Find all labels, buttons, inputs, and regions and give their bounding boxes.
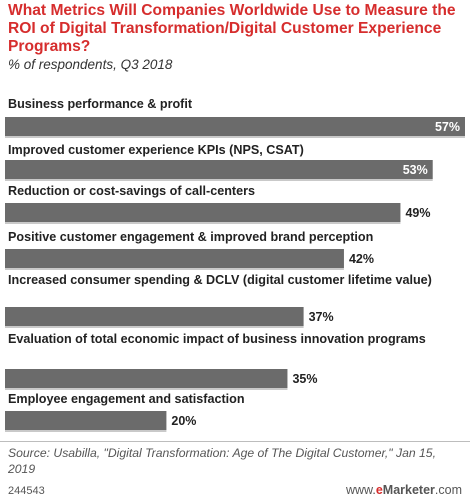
bar: [5, 369, 288, 388]
chart-subtitle: % of respondents, Q3 2018: [8, 57, 173, 72]
bar-shadow: [5, 179, 433, 181]
bar-value-label: 57%: [435, 120, 460, 134]
bar-value-label: 37%: [309, 310, 334, 324]
bar-value-label: 49%: [405, 206, 430, 220]
category-label: Employee engagement and satisfaction: [8, 392, 245, 406]
category-label: Positive customer engagement & improved …: [8, 230, 374, 244]
bar-shadow: [5, 430, 167, 432]
brand-prefix: www.: [345, 483, 376, 497]
category-label: Evaluation of total economic impact of b…: [8, 332, 426, 346]
footer-divider: [0, 441, 470, 442]
brand-e: e: [375, 483, 383, 497]
bar: [5, 307, 304, 326]
bar: [5, 203, 401, 222]
bar-shadow: [5, 268, 344, 270]
category-label: Improved customer experience KPIs (NPS, …: [8, 143, 304, 157]
brand-logo: www.eMarketer.com: [346, 482, 462, 498]
brand-name: Marketer: [382, 483, 435, 497]
bar-shadow: [5, 136, 465, 138]
category-label: Reduction or cost-savings of call-center…: [8, 184, 256, 198]
source-note: Source: Usabilla, "Digital Transformatio…: [8, 446, 436, 476]
bar-value-label: 20%: [171, 414, 196, 428]
bar-shadow: [5, 388, 288, 390]
chart-id: 244543: [8, 485, 45, 497]
bar: [5, 117, 465, 136]
bar-value-label: 53%: [403, 163, 428, 177]
bar-value-label: 42%: [349, 252, 374, 266]
bar: [5, 160, 433, 179]
bar-value-label: 35%: [292, 372, 317, 386]
brand-suffix: .com: [434, 483, 462, 497]
bar: [5, 411, 167, 430]
bar-shadow: [5, 222, 401, 224]
bar: [5, 249, 344, 268]
category-label: Business performance & profit: [8, 97, 193, 111]
chart-title: What Metrics Will Companies Worldwide Us…: [8, 2, 456, 55]
category-label: Increased consumer spending & DCLV (digi…: [8, 273, 432, 287]
bar-shadow: [5, 326, 304, 328]
